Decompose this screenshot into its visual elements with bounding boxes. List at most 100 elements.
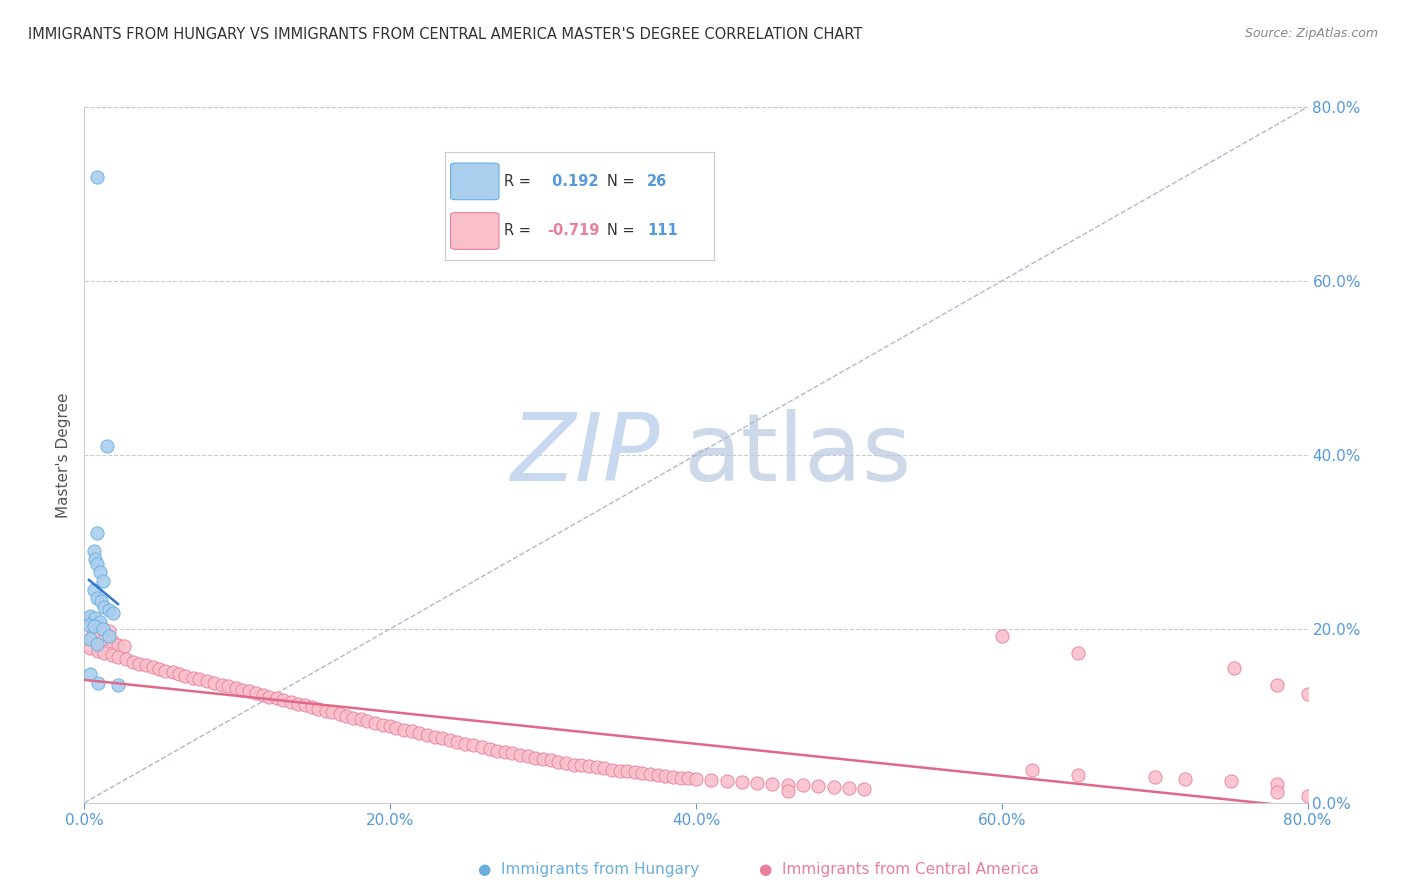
Point [1143, 770, 1166, 784]
Point [1067, 646, 1090, 660]
Point [716, 774, 738, 789]
Point [321, 706, 343, 720]
Point [624, 765, 647, 780]
Point [103, 606, 125, 620]
Point [174, 669, 197, 683]
Point [294, 698, 316, 713]
Point [547, 755, 569, 769]
Text: ●  Immigrants from Central America: ● Immigrants from Central America [759, 863, 1039, 877]
Point [585, 760, 607, 774]
Point [335, 708, 357, 723]
Point [202, 675, 225, 690]
Text: Source: ZipAtlas.com: Source: ZipAtlas.com [1244, 27, 1378, 40]
Point [301, 700, 323, 714]
Point [114, 652, 136, 666]
Point [350, 712, 373, 726]
Point [287, 697, 309, 711]
Point [225, 681, 247, 695]
Point [509, 747, 531, 762]
Point [609, 764, 631, 778]
Point [807, 779, 830, 793]
Point [195, 674, 218, 689]
Point [93, 600, 115, 615]
Text: ●  Immigrants from Hungary: ● Immigrants from Hungary [478, 863, 699, 877]
Point [342, 710, 364, 724]
Point [516, 748, 538, 763]
Point [87, 643, 110, 657]
Point [86, 526, 108, 541]
Point [86, 617, 108, 632]
Point [471, 740, 494, 755]
Point [669, 771, 692, 785]
Point [91, 574, 114, 588]
Point [747, 776, 769, 790]
Point [454, 737, 477, 751]
Point [1021, 763, 1043, 777]
Point [307, 702, 329, 716]
Point [823, 780, 845, 794]
Point [439, 733, 461, 747]
Point [259, 690, 281, 704]
Point [271, 693, 294, 707]
Point [555, 756, 578, 770]
Point [685, 772, 707, 787]
Point [217, 679, 239, 693]
Point [1265, 785, 1288, 799]
Point [486, 744, 509, 758]
Point [569, 758, 592, 772]
Point [80, 629, 103, 643]
Point [155, 664, 177, 678]
Point [776, 778, 799, 792]
Point [79, 608, 101, 623]
Point [524, 750, 547, 764]
Point [315, 704, 337, 718]
Point [238, 684, 260, 698]
Point [97, 629, 120, 643]
Point [385, 721, 408, 735]
Point [211, 677, 233, 691]
Point [97, 624, 120, 638]
Point [392, 723, 415, 737]
Point [86, 591, 108, 606]
Point [84, 611, 107, 625]
Point [540, 753, 562, 767]
Point [1067, 768, 1090, 782]
Point [416, 728, 439, 742]
Point [654, 769, 676, 783]
Point [79, 667, 101, 681]
Point [181, 671, 204, 685]
Point [107, 649, 129, 664]
Point [678, 772, 700, 786]
Point [430, 731, 453, 746]
Point [700, 773, 723, 788]
Point [86, 557, 108, 571]
Point [97, 603, 120, 617]
Point [1296, 789, 1319, 803]
Point [280, 695, 302, 709]
Point [79, 613, 101, 627]
Point [446, 735, 468, 749]
Point [662, 770, 685, 784]
Point [93, 632, 115, 647]
Point [87, 675, 110, 690]
Point [231, 682, 253, 697]
Point [593, 761, 616, 775]
Point [122, 655, 145, 669]
Point [107, 638, 129, 652]
Point [86, 169, 108, 184]
Point [266, 691, 288, 706]
Point [494, 745, 516, 759]
Point [89, 615, 111, 629]
Point [616, 764, 638, 779]
Point [167, 667, 190, 681]
Point [329, 707, 352, 722]
Point [245, 686, 267, 700]
Point [531, 752, 554, 766]
Point [91, 622, 114, 636]
Point [600, 763, 623, 777]
Point [356, 714, 378, 728]
Point [461, 739, 484, 753]
Point [408, 726, 430, 740]
Point [91, 622, 114, 636]
Point [142, 660, 165, 674]
